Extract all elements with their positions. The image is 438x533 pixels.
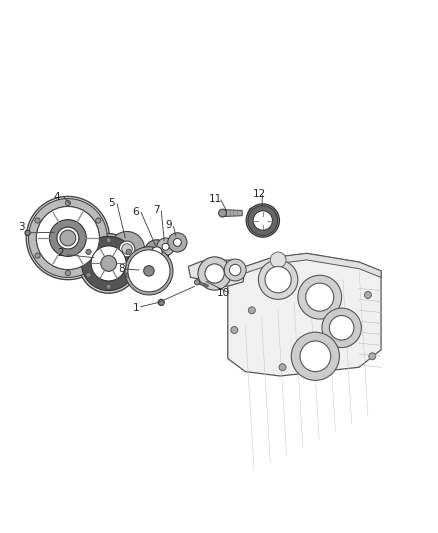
Circle shape (125, 247, 173, 295)
Circle shape (168, 233, 187, 252)
Text: 8: 8 (118, 264, 125, 273)
Circle shape (198, 257, 231, 290)
Circle shape (65, 270, 71, 276)
Circle shape (291, 332, 339, 381)
Circle shape (265, 266, 291, 293)
Polygon shape (188, 260, 245, 286)
Circle shape (57, 227, 79, 249)
Circle shape (106, 238, 111, 243)
Circle shape (119, 241, 135, 257)
Text: 2: 2 (57, 248, 64, 259)
Circle shape (219, 209, 226, 217)
Polygon shape (228, 253, 381, 376)
Circle shape (81, 236, 136, 290)
Circle shape (144, 265, 154, 276)
Circle shape (158, 300, 164, 305)
Circle shape (248, 307, 255, 314)
Circle shape (248, 206, 278, 236)
Text: 12: 12 (253, 189, 266, 199)
Circle shape (162, 243, 169, 251)
Text: 7: 7 (153, 205, 160, 215)
Circle shape (173, 238, 181, 246)
Circle shape (26, 197, 110, 280)
Text: 3: 3 (18, 222, 25, 232)
Polygon shape (245, 253, 381, 278)
Circle shape (145, 266, 153, 275)
Text: 10: 10 (217, 288, 230, 298)
Circle shape (152, 247, 162, 257)
Circle shape (49, 220, 86, 256)
Circle shape (126, 272, 131, 278)
Text: 11: 11 (209, 193, 223, 204)
Circle shape (224, 259, 246, 281)
Circle shape (194, 280, 200, 285)
Circle shape (364, 292, 371, 298)
Circle shape (28, 199, 107, 278)
Circle shape (86, 249, 91, 254)
Circle shape (300, 341, 331, 372)
Circle shape (145, 240, 169, 264)
Text: 6: 6 (132, 207, 139, 217)
Circle shape (246, 204, 279, 237)
Circle shape (91, 246, 126, 281)
Circle shape (127, 249, 171, 293)
Polygon shape (247, 207, 258, 217)
Circle shape (79, 233, 138, 293)
Circle shape (95, 218, 101, 223)
Circle shape (205, 264, 224, 283)
Circle shape (298, 275, 342, 319)
Circle shape (258, 260, 298, 300)
Circle shape (35, 253, 40, 258)
Text: 9: 9 (165, 220, 172, 230)
Text: 5: 5 (108, 198, 115, 208)
Circle shape (36, 206, 99, 270)
Circle shape (270, 252, 286, 268)
Circle shape (110, 231, 145, 266)
Circle shape (279, 364, 286, 371)
Circle shape (86, 272, 91, 278)
Circle shape (231, 327, 238, 334)
Text: 4: 4 (53, 192, 60, 203)
Circle shape (60, 230, 76, 246)
Circle shape (65, 200, 71, 206)
Circle shape (253, 211, 272, 230)
Circle shape (322, 308, 361, 348)
Circle shape (35, 218, 40, 223)
Circle shape (306, 283, 334, 311)
Circle shape (230, 264, 241, 276)
Circle shape (329, 316, 354, 340)
Circle shape (126, 249, 131, 254)
Circle shape (128, 250, 170, 292)
Circle shape (254, 212, 272, 229)
Circle shape (25, 230, 30, 236)
Text: 1: 1 (132, 303, 139, 313)
Circle shape (122, 244, 132, 254)
Circle shape (95, 253, 101, 258)
Circle shape (106, 284, 111, 289)
Polygon shape (223, 209, 242, 216)
Circle shape (36, 206, 99, 270)
Circle shape (369, 353, 376, 360)
Circle shape (157, 238, 174, 255)
Circle shape (101, 255, 117, 271)
